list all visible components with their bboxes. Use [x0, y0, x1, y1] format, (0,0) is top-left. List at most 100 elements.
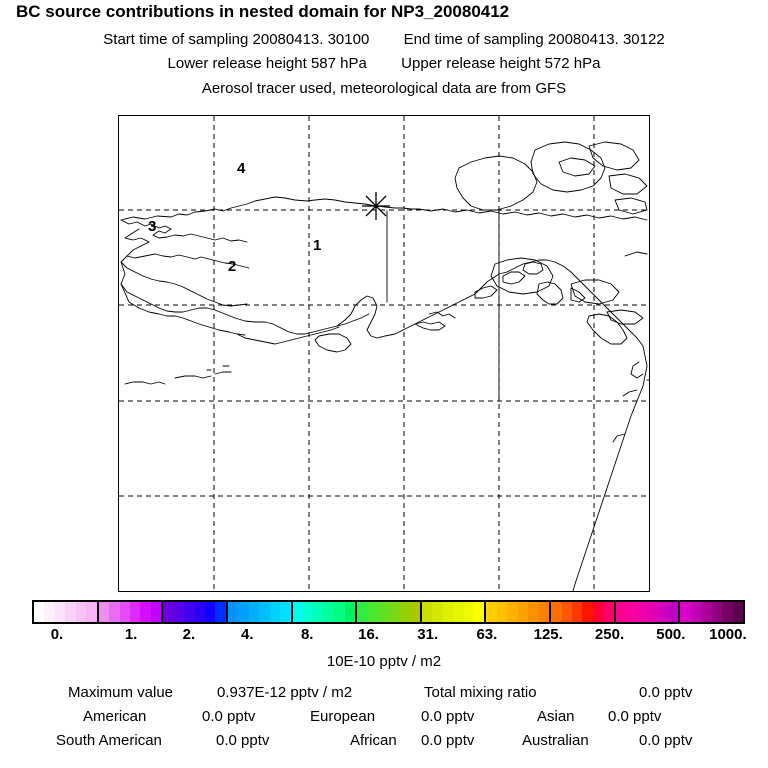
colorbar-band [173, 602, 185, 622]
colorbar-segment [486, 602, 552, 622]
colorbar-band [303, 602, 314, 622]
coastline-banks-island [454, 155, 538, 211]
colorbar-band [163, 602, 174, 622]
total-mixing-ratio-label: Total mixing ratio [424, 684, 537, 701]
map-region-label-3: 3 [148, 218, 157, 235]
colorbar-segment [98, 602, 164, 622]
colorbar-band [98, 602, 110, 622]
colorbar-band [227, 602, 239, 622]
colorbar-band [551, 602, 562, 622]
colorbar-band [626, 602, 637, 622]
colorbar-band [54, 602, 66, 622]
coastline-great-bear-lake [490, 257, 554, 295]
colorbar[interactable] [32, 600, 745, 624]
coastline-kodiak-island [314, 333, 352, 353]
colorbar-band [65, 602, 76, 622]
colorbar-band [109, 602, 120, 622]
colorbar-band [711, 602, 723, 622]
african-value: 0.0 pptv [421, 732, 475, 749]
colorbar-tick-labels: 0. 1. 2. 4. 8. 16. 31. 63. 125. 250. 500. 1000. [0, 626, 768, 646]
colorbar-band [238, 602, 249, 622]
colorbar-band [280, 602, 291, 622]
colorbar-band [722, 602, 733, 622]
coastline-vancouver-island [586, 313, 628, 345]
colorbar-gradient-strip[interactable] [32, 600, 745, 624]
european-value: 0.0 pptv [421, 708, 475, 725]
coastline-arctic-isle-c [608, 173, 648, 195]
coastline-pacific-northwest [572, 337, 648, 591]
australian-value: 0.0 pptv [639, 732, 693, 749]
colorbar-tick-label: 125. [533, 626, 563, 643]
colorbar-band [701, 602, 712, 622]
coastline-victoria-island [530, 141, 606, 193]
american-value: 0.0 pptv [202, 708, 256, 725]
colorbar-tick-label: 4. [241, 626, 254, 643]
south-american-value: 0.0 pptv [216, 732, 270, 749]
colorbar-segment [227, 602, 293, 622]
colorbar-segment [357, 602, 422, 622]
coastline-kenai-pws [384, 297, 468, 337]
south-american-label: South American [56, 732, 162, 749]
coastline-arctic-isle-d [614, 197, 648, 215]
colorbar-band [667, 602, 679, 622]
colorbar-tick-label: 31. [417, 626, 439, 643]
australian-label: Australian [522, 732, 589, 749]
coastline-hudson-nw [624, 251, 648, 257]
coastline-arctic-isle-b [588, 141, 640, 171]
colorbar-tick-label: 16. [358, 626, 379, 643]
coastline-yukon-delta [120, 255, 248, 307]
coastline-pws-islands [414, 321, 446, 331]
colorbar-band [34, 602, 45, 622]
colorbar-band [398, 602, 410, 622]
colorbar-band [474, 602, 485, 622]
coastline-aleutian-3 [214, 371, 232, 375]
colorbar-band [140, 602, 151, 622]
colorbar-tick-label: 1. [124, 626, 138, 643]
colorbar-band [561, 602, 572, 622]
european-label: European [310, 708, 376, 725]
colorbar-segment [34, 602, 99, 622]
coastline-aleutian-2 [174, 375, 212, 379]
coastline-aleutian-1 [124, 381, 166, 385]
colorbar-band [538, 602, 550, 622]
colorbar-tick-label: 2. [182, 626, 196, 643]
colorbar-unit-label: 10E-10 pptv / m2 [326, 653, 442, 670]
colorbar-band [194, 602, 206, 622]
map-region-label-2: 2 [228, 258, 237, 275]
african-label: African [350, 732, 397, 749]
coastline-lake-athabasca [606, 309, 644, 325]
colorbar-band [680, 602, 691, 622]
colorbar-band [690, 602, 702, 622]
colorbar-band [572, 602, 583, 622]
colorbar-band [269, 602, 281, 622]
colorbar-tick-label: 63. [476, 626, 498, 643]
colorbar-segment [551, 602, 616, 622]
colorbar-band [334, 602, 345, 622]
colorbar-band [357, 602, 368, 622]
colorbar-band [75, 602, 87, 622]
colorbar-band [344, 602, 356, 622]
colorbar-band [119, 602, 130, 622]
colorbar-segment [163, 602, 228, 622]
map-panel[interactable]: 4 3 2 1 [118, 115, 650, 592]
coastline-columbia-mouth [622, 389, 638, 397]
coastline-peninsula-south [236, 326, 340, 345]
coastline-seward-peninsula [124, 228, 250, 269]
colorbar-band [463, 602, 475, 622]
colorbar-band [636, 602, 648, 622]
end-time-text: End time of sampling 20080413. 30122 [403, 31, 665, 48]
colorbar-band [150, 602, 162, 622]
colorbar-segment [421, 602, 487, 622]
coastline-kuskokwim [120, 261, 216, 313]
colorbar-band [378, 602, 389, 622]
total-mixing-ratio-value: 0.0 pptv [639, 684, 693, 701]
colorbar-band [292, 602, 303, 622]
coastline-panhandle-islands-1 [474, 285, 498, 299]
colorbar-tick-label: 8. [300, 626, 314, 643]
start-time-text: Start time of sampling 20080413. 30100 [103, 31, 370, 48]
colorbar-band [615, 602, 627, 622]
colorbar-band [184, 602, 195, 622]
colorbar-band [517, 602, 529, 622]
colorbar-band [592, 602, 604, 622]
colorbar-tick-label: 250. [594, 626, 625, 643]
